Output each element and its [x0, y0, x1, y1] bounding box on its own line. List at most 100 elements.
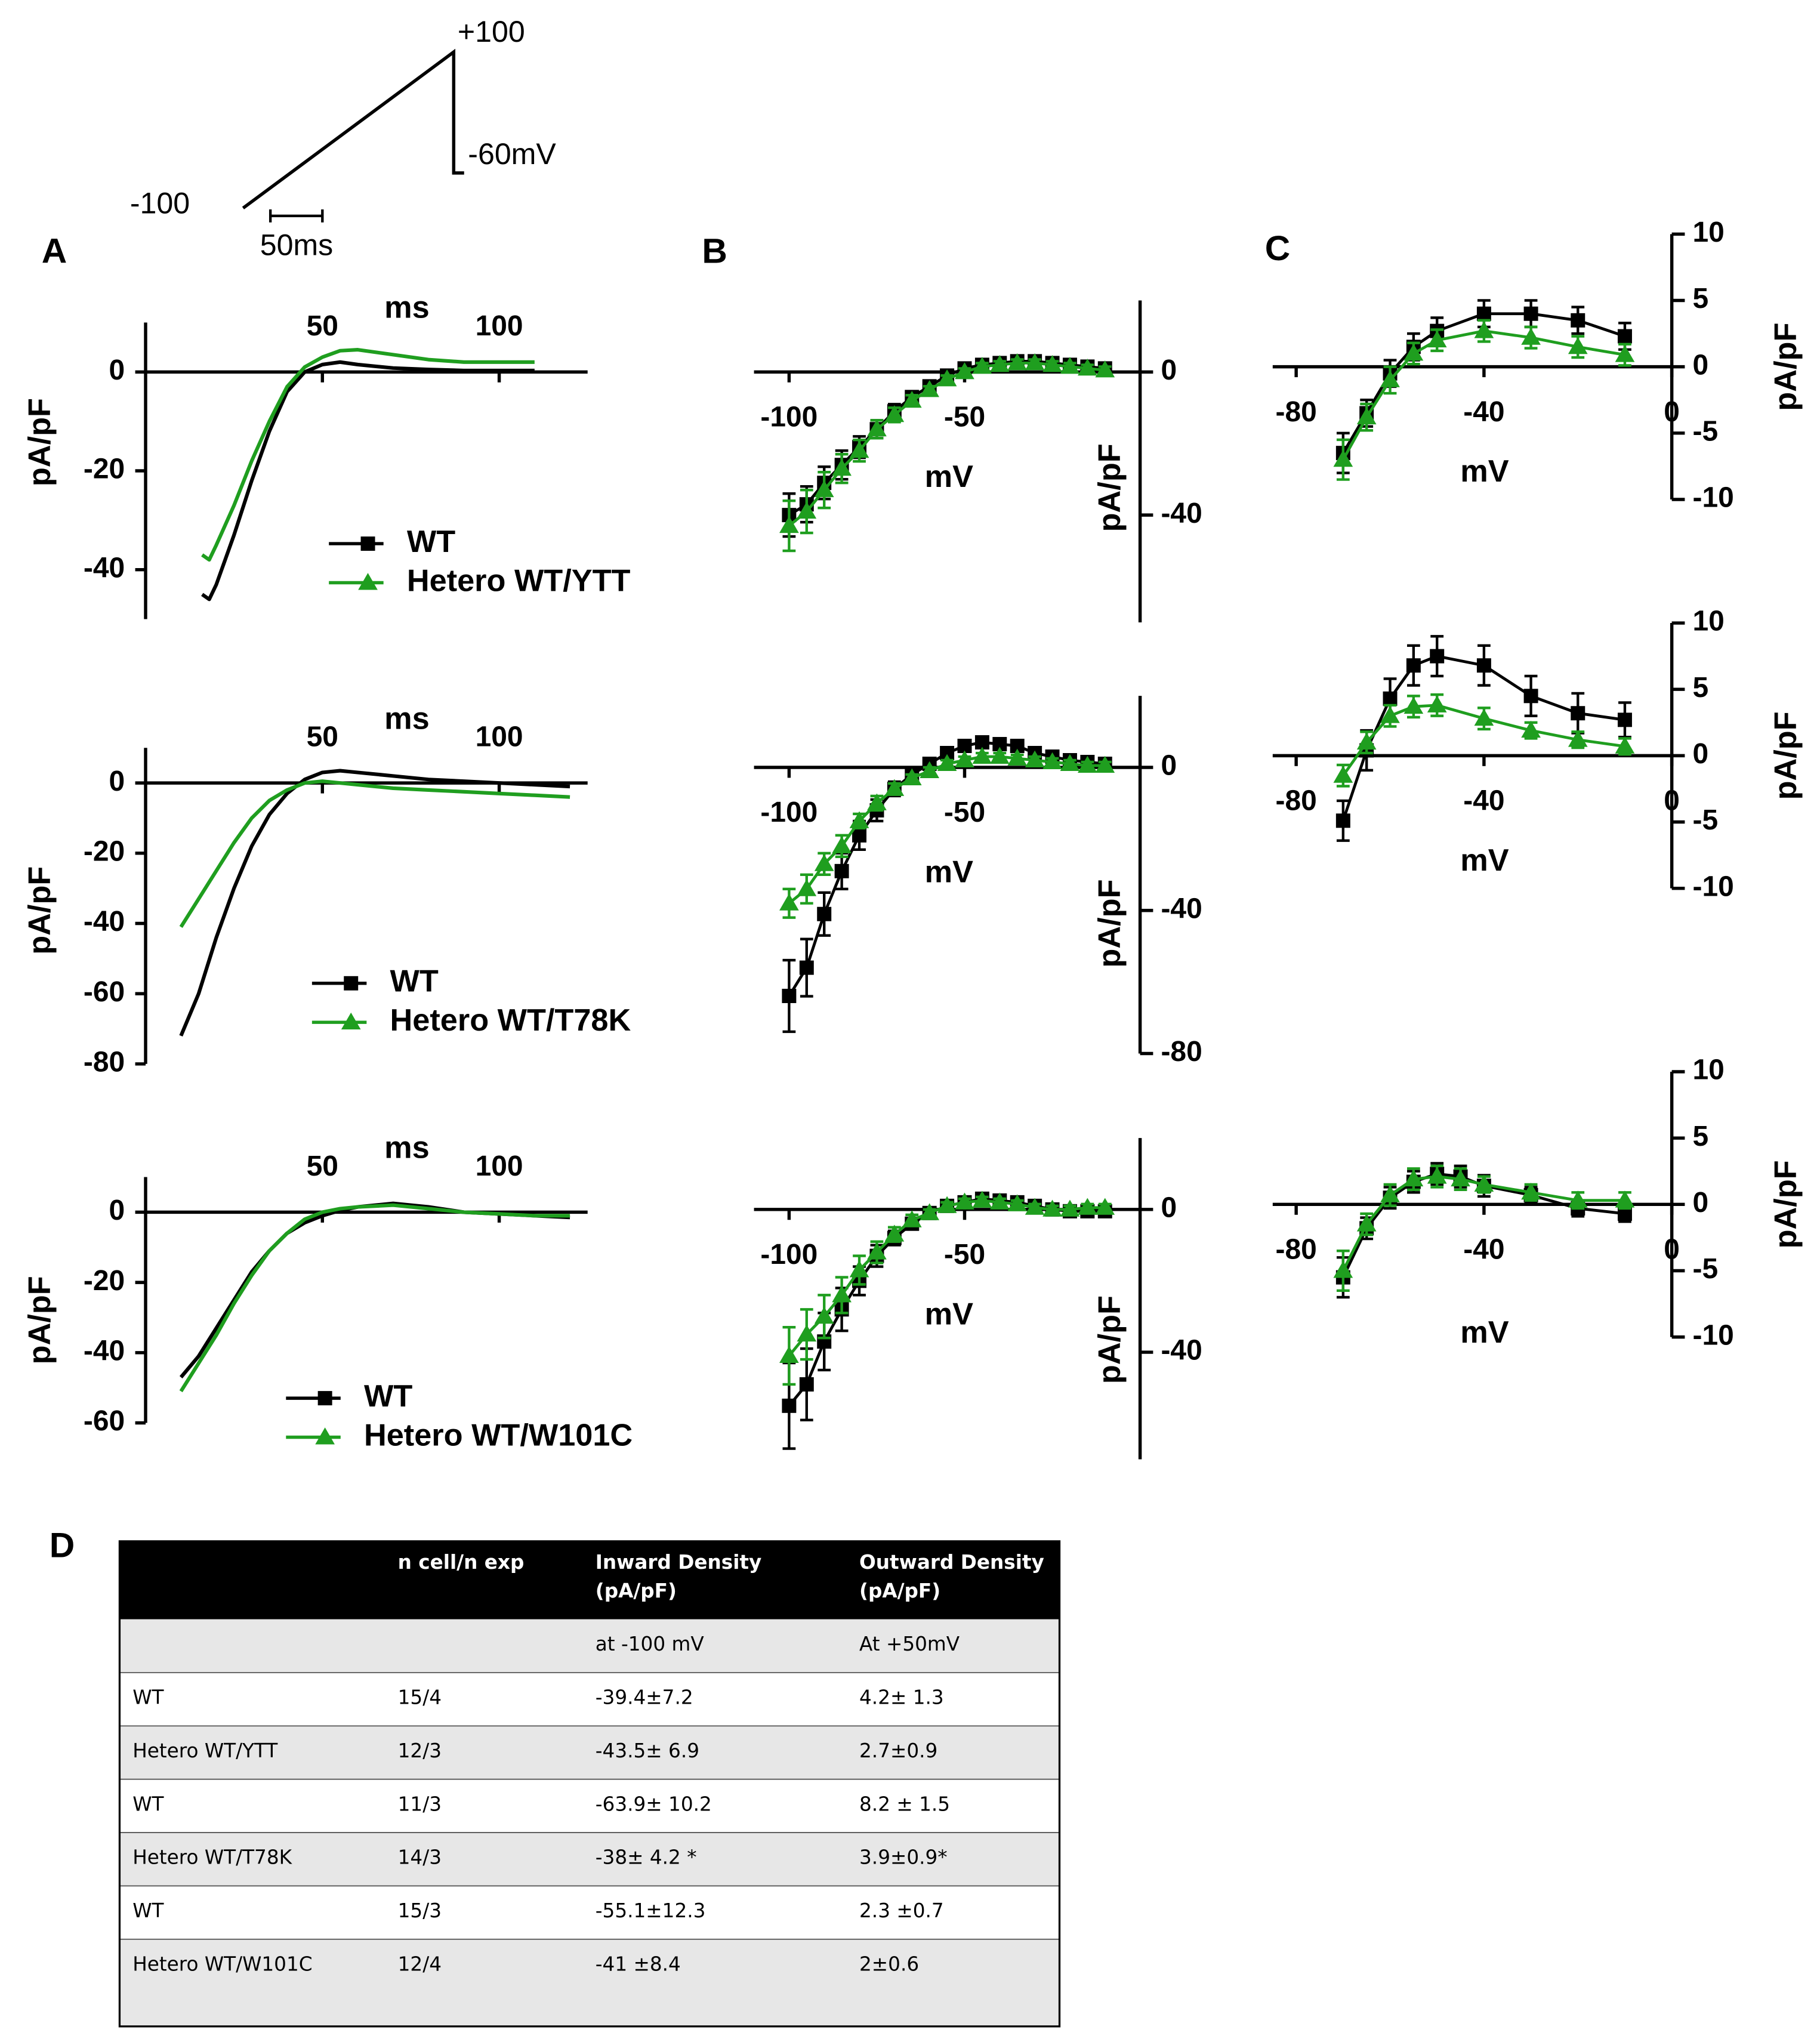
marker	[1060, 1199, 1080, 1217]
marker	[867, 793, 887, 810]
table-header: Inward Density	[596, 1551, 762, 1574]
y-tick-label: 0	[1161, 354, 1177, 386]
x-axis-label: mV	[1460, 1315, 1509, 1350]
marker	[1617, 712, 1632, 727]
marker	[834, 863, 849, 878]
marker	[1568, 1190, 1588, 1208]
marker	[1078, 755, 1097, 773]
series-line	[1341, 1172, 1625, 1278]
marker	[940, 746, 955, 760]
marker	[1380, 706, 1400, 723]
marker	[782, 1398, 797, 1413]
table-row-bg	[119, 1885, 1060, 1940]
table-cell: 11/3	[398, 1793, 442, 1815]
marker	[797, 501, 817, 519]
x-tick-label: -40	[1463, 785, 1504, 816]
protocol: +100 -60mV -100 50ms	[130, 15, 557, 261]
table-header: (pA/pF)	[596, 1580, 677, 1602]
marker	[341, 1012, 361, 1030]
marker	[1007, 353, 1028, 371]
marker	[1615, 1190, 1635, 1208]
table-cell: 15/3	[398, 1899, 442, 1922]
marker	[852, 828, 867, 843]
marker	[1617, 1206, 1632, 1221]
marker	[814, 1306, 834, 1324]
y-tick-label: 0	[109, 1195, 125, 1226]
table-cell: -41 ±8.4	[596, 1952, 681, 1975]
marker	[1403, 344, 1424, 361]
marker	[1333, 766, 1353, 783]
marker	[920, 761, 940, 778]
y-tick-label: -40	[1161, 893, 1202, 924]
marker	[1403, 1169, 1424, 1187]
table-cell: -43.5± 6.9	[596, 1739, 699, 1762]
y-tick-label: -60	[84, 1405, 125, 1437]
y-tick-label: -5	[1693, 415, 1719, 447]
marker	[989, 1192, 1010, 1210]
marker	[832, 1285, 852, 1303]
marker	[1521, 720, 1541, 738]
y-axis-label: pA/pF	[23, 1276, 57, 1364]
marker	[779, 1346, 799, 1364]
marker	[1042, 752, 1062, 769]
marker	[1427, 695, 1447, 712]
marker	[797, 879, 817, 896]
y-tick-label: 5	[1693, 283, 1709, 314]
marker	[1060, 357, 1080, 374]
panel-letter: B	[702, 232, 727, 271]
y-tick-label: -10	[1693, 871, 1734, 902]
marker	[1568, 337, 1588, 354]
marker	[1356, 1214, 1377, 1232]
y-tick-label: -5	[1693, 1253, 1719, 1285]
marker	[920, 380, 940, 397]
marker	[1078, 359, 1097, 376]
y-tick-label: 5	[1693, 672, 1709, 704]
x-tick-label: -100	[760, 401, 818, 433]
marker	[1474, 1174, 1494, 1192]
x-tick-label: -40	[1463, 396, 1504, 428]
table-cell: 2±0.6	[859, 1952, 919, 1975]
marker	[937, 754, 957, 771]
marker	[849, 1260, 869, 1278]
marker	[884, 1224, 905, 1242]
table-cell: 4.2± 1.3	[859, 1686, 944, 1709]
series-line	[179, 1203, 570, 1393]
marker	[972, 1190, 992, 1208]
marker	[955, 362, 974, 380]
x-tick-label: 0	[1664, 1233, 1680, 1265]
marker	[1025, 353, 1045, 371]
y-tick-label: -10	[1693, 1319, 1734, 1351]
x-tick-label: 100	[476, 310, 523, 342]
marker	[1356, 407, 1377, 425]
table-cell: -55.1±12.3	[596, 1899, 706, 1922]
y-tick-label: -40	[84, 906, 125, 937]
x-tick-label: -100	[760, 1239, 818, 1270]
marker	[1617, 329, 1632, 344]
x-axis-label: ms	[384, 701, 430, 736]
table-cell: 2.7±0.9	[859, 1739, 937, 1762]
y-tick-label: 0	[1161, 1192, 1177, 1223]
table-cell: 15/4	[398, 1686, 442, 1709]
legend-label: Hetero WT/W101C	[364, 1418, 633, 1452]
series-line	[179, 779, 570, 929]
x-axis-label: ms	[384, 1131, 430, 1165]
protocol-waveform	[242, 48, 464, 209]
marker	[1078, 1198, 1097, 1215]
marker	[920, 1203, 940, 1220]
marker	[1474, 321, 1494, 338]
marker	[782, 988, 797, 1003]
y-tick-label: 10	[1693, 217, 1725, 248]
marker	[1406, 658, 1421, 673]
marker	[1383, 691, 1398, 706]
x-tick-label: -50	[944, 797, 985, 828]
marker	[1025, 1198, 1045, 1215]
table-cell: Hetero WT/T78K	[132, 1846, 292, 1869]
marker	[955, 1192, 974, 1210]
x-tick-label: 100	[476, 721, 523, 753]
table-cell: 3.9±0.9*	[859, 1846, 948, 1869]
marker	[1333, 1261, 1353, 1278]
table-subheader-bg	[119, 1619, 1060, 1673]
y-axis-label: pA/pF	[23, 398, 57, 486]
y-axis-label: pA/pF	[1768, 323, 1803, 411]
